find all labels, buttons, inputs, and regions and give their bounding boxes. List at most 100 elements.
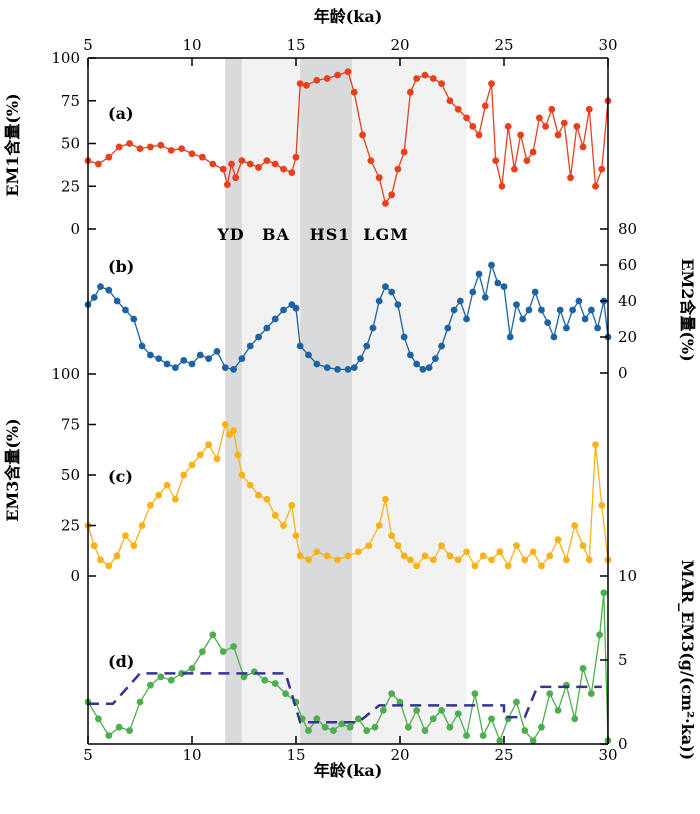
panel-b-point: [550, 333, 558, 341]
panel-d-point: [379, 707, 387, 714]
panel-b-y-tick-label: 20: [618, 328, 637, 346]
panel-c-point: [234, 451, 242, 459]
panel-a-point: [303, 81, 310, 89]
panel-c-point: [538, 562, 545, 570]
panel-b-point: [363, 342, 371, 350]
panel-a-point: [271, 160, 279, 168]
panel-c-point: [571, 522, 579, 529]
panel-d-point: [321, 723, 329, 731]
panel-b-point: [413, 360, 421, 368]
panel-d-point: [126, 727, 133, 734]
panel-d-point: [199, 648, 206, 655]
panel-b-point: [575, 297, 583, 305]
panel-c-point: [407, 556, 414, 564]
panel-b-point: [394, 301, 402, 308]
panel-b-point: [563, 324, 570, 332]
panel-c-point: [355, 548, 362, 556]
panel-a-point: [535, 114, 543, 122]
panel-d-point: [105, 732, 113, 739]
panel-b-point: [230, 366, 238, 373]
panel-d-point: [219, 648, 227, 655]
panel-b-point: [369, 324, 377, 332]
panel-c-point: [585, 556, 593, 564]
panel-c-point: [529, 548, 537, 556]
bottom-x-axis-title: 年龄(ka): [314, 761, 383, 780]
panel-a-point: [95, 160, 102, 168]
panel-a-point: [463, 114, 470, 122]
panel-c-point: [205, 441, 213, 449]
panel-d-point: [529, 737, 537, 745]
panel-b-point: [344, 366, 352, 373]
panel-b-ylabel: EM2含量(%): [678, 258, 697, 361]
panel-b-point: [488, 261, 495, 269]
panel-b-point: [444, 324, 452, 332]
panel-a-point: [475, 131, 483, 139]
panel-a-point: [567, 174, 574, 182]
panel-a-point: [292, 153, 300, 161]
panel-c-point: [180, 471, 188, 479]
axes-ticks: 5510101515202025253030025507510002040608…: [51, 36, 637, 764]
panel-a-ylabel: EM1含量(%): [3, 93, 22, 196]
panel-b-point: [400, 333, 408, 341]
panel-b-point: [292, 304, 300, 312]
panel-a-point: [105, 153, 113, 161]
bottom-x-tick-label: 25: [494, 746, 513, 764]
panel-b-point: [494, 279, 502, 287]
panel-b-point: [544, 319, 552, 326]
panel-c-point: [334, 556, 341, 564]
panel-c-point: [246, 481, 254, 489]
panel-a-point: [529, 148, 537, 156]
panel-b-point: [407, 351, 414, 359]
panel-c-y-tick-label: 50: [61, 466, 80, 484]
panel-d-point: [454, 710, 462, 718]
panel-a-y-tick-label: 50: [61, 135, 80, 153]
panel-d-series: [84, 589, 612, 745]
panel-d-point: [538, 723, 545, 731]
panel-d-y-tick-label: 10: [618, 567, 637, 585]
panel-a-point: [511, 165, 518, 173]
panel-d-point: [496, 737, 504, 745]
panel-b-point: [163, 360, 171, 368]
panel-a-point: [492, 157, 500, 165]
panel-b-point: [456, 297, 464, 305]
panel-b-point: [481, 294, 489, 301]
panel-a-point: [517, 131, 525, 139]
panel-d-point: [546, 690, 554, 697]
panel-b-point: [246, 342, 254, 350]
data-series: [84, 68, 612, 745]
bottom-x-tick-label: 10: [182, 746, 201, 764]
panel-c-point: [105, 562, 113, 570]
panel-a-point: [219, 165, 227, 173]
panel-a-point: [255, 164, 262, 171]
panel-a-point: [429, 75, 437, 82]
panel-b-point: [271, 315, 279, 323]
panel-c-point: [592, 441, 599, 449]
panel-c-point: [479, 552, 487, 560]
step-series: [88, 672, 602, 724]
panel-a-point: [199, 153, 206, 161]
panel-c-label: (c): [108, 467, 133, 486]
panel-a-point: [375, 174, 383, 182]
panel-a-point: [469, 123, 477, 130]
panel-b-point: [419, 366, 427, 373]
panel-b-point: [90, 294, 98, 301]
panel-c-y-tick-label: 25: [61, 517, 80, 535]
panel-b-point: [569, 306, 577, 314]
panel-d-point: [115, 723, 123, 731]
panel-d-point: [579, 665, 587, 672]
panel-a-point: [232, 174, 240, 182]
panel-c-point: [598, 501, 606, 509]
panel-a-point: [246, 160, 254, 168]
panel-a-point: [228, 160, 235, 168]
panel-b-point: [138, 342, 146, 350]
panel-c-point: [323, 552, 331, 560]
bottom-x-tick-label: 15: [286, 746, 305, 764]
panel-a-point: [523, 157, 531, 165]
panel-d-point: [282, 690, 289, 697]
panel-b-point: [438, 342, 445, 350]
panel-b-point: [97, 283, 104, 290]
panel-a-point: [592, 182, 599, 190]
panel-d-point: [346, 723, 354, 731]
panel-d-point: [371, 723, 379, 731]
panel-d-point: [554, 707, 562, 714]
